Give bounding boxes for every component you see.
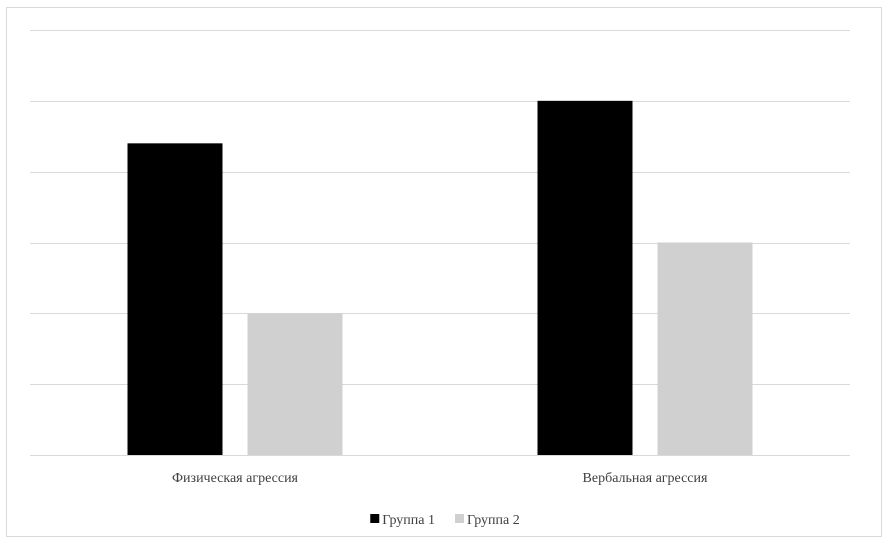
bar-series-1-category-1 — [127, 143, 223, 456]
legend: Группа 1 Группа 2 — [370, 513, 520, 528]
bars — [127, 100, 753, 456]
x-axis-labels: Физическая агрессия Вербальная агрессия — [172, 471, 708, 486]
bar-series-2-category-2 — [657, 242, 753, 455]
legend-label: Группа 1 — [382, 513, 435, 528]
legend-swatch — [370, 514, 380, 523]
x-tick-label: Физическая агрессия — [172, 471, 299, 486]
legend-label: Группа 2 — [467, 513, 520, 528]
bar-series-1-category-2 — [537, 100, 633, 455]
legend-swatch — [455, 514, 464, 523]
x-tick-label: Вербальная агрессия — [583, 471, 708, 486]
bar-series-2-category-1 — [247, 313, 343, 455]
